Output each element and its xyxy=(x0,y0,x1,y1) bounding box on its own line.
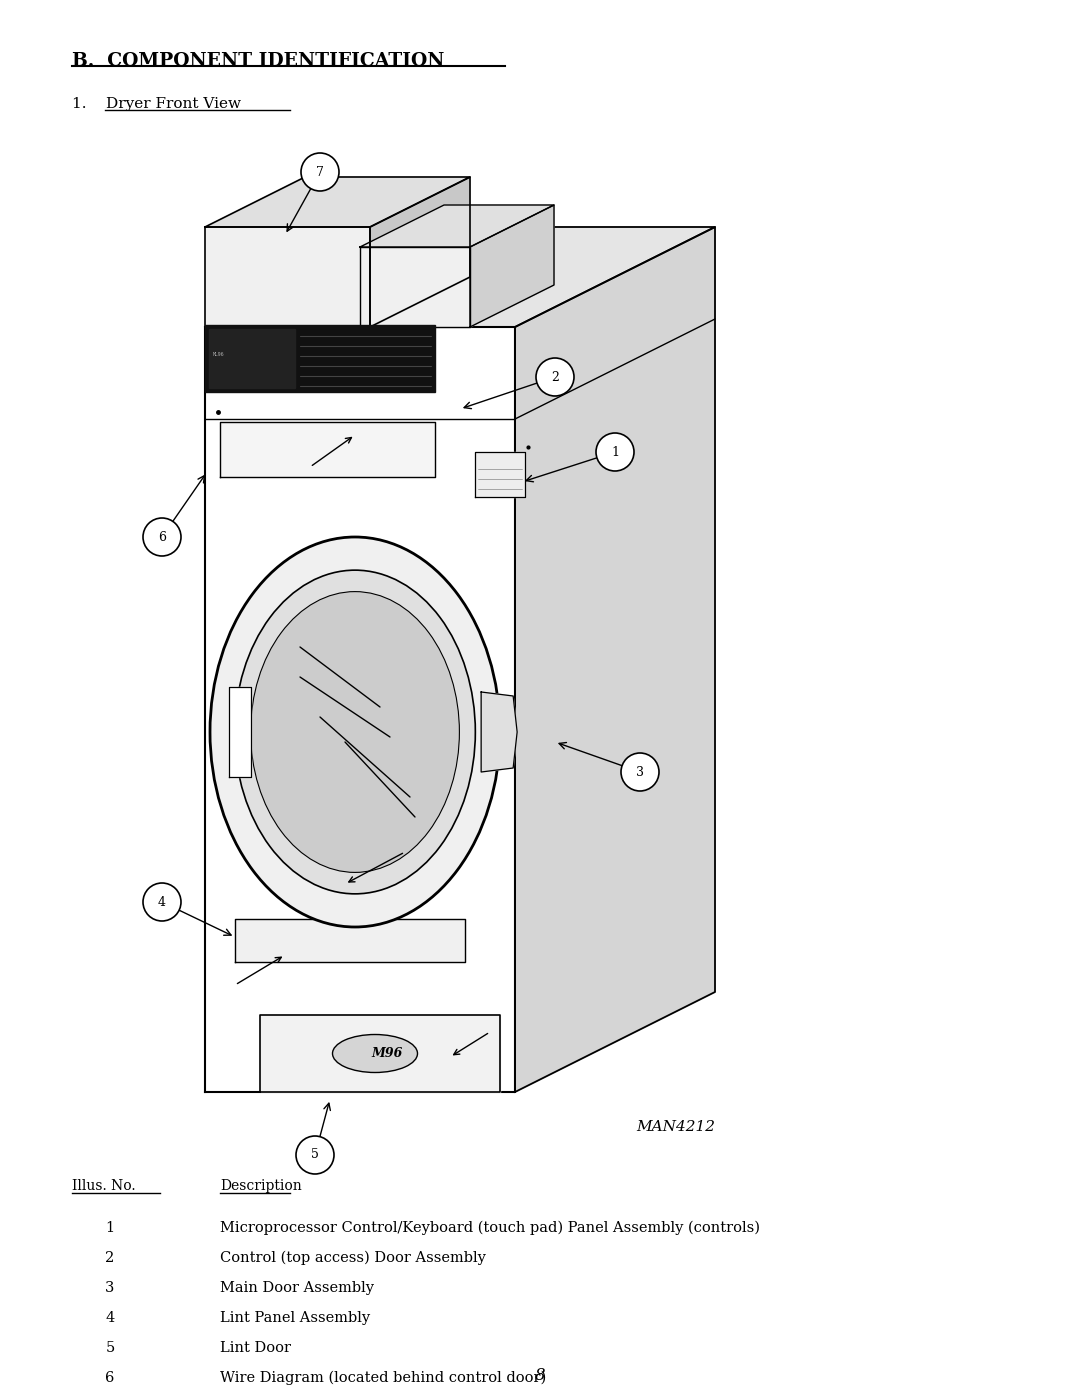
Text: Illus. No.: Illus. No. xyxy=(72,1179,136,1193)
Circle shape xyxy=(296,1136,334,1173)
Ellipse shape xyxy=(210,536,500,928)
Text: 2: 2 xyxy=(551,370,559,384)
Ellipse shape xyxy=(234,570,475,894)
Polygon shape xyxy=(205,226,715,327)
Polygon shape xyxy=(205,326,435,393)
Circle shape xyxy=(143,518,181,556)
Text: Wire Diagram (located behind control door): Wire Diagram (located behind control doo… xyxy=(220,1370,546,1386)
Text: 4: 4 xyxy=(106,1310,114,1324)
Polygon shape xyxy=(515,226,715,1092)
Polygon shape xyxy=(360,205,554,247)
Polygon shape xyxy=(210,330,295,388)
Polygon shape xyxy=(370,177,470,327)
Polygon shape xyxy=(205,226,370,327)
Text: 7: 7 xyxy=(316,165,324,179)
Polygon shape xyxy=(229,687,252,777)
Text: 3: 3 xyxy=(106,1281,114,1295)
Polygon shape xyxy=(475,453,525,497)
Polygon shape xyxy=(205,177,470,226)
Circle shape xyxy=(596,433,634,471)
Text: Microprocessor Control/Keyboard (touch pad) Panel Assembly (controls): Microprocessor Control/Keyboard (touch p… xyxy=(220,1221,760,1235)
Text: Main Door Assembly: Main Door Assembly xyxy=(220,1281,374,1295)
Text: B.  COMPONENT IDENTIFICATION: B. COMPONENT IDENTIFICATION xyxy=(72,52,444,70)
Text: 3: 3 xyxy=(636,766,644,778)
Text: 5: 5 xyxy=(106,1341,114,1355)
Text: Control (top access) Door Assembly: Control (top access) Door Assembly xyxy=(220,1250,486,1266)
Text: 1: 1 xyxy=(106,1221,114,1235)
Circle shape xyxy=(536,358,573,395)
Text: ML96: ML96 xyxy=(213,352,225,358)
Text: 8: 8 xyxy=(535,1366,545,1383)
Text: 4: 4 xyxy=(158,895,166,908)
Text: 1.    Dryer Front View: 1. Dryer Front View xyxy=(72,96,241,110)
Circle shape xyxy=(301,154,339,191)
Polygon shape xyxy=(205,327,515,1092)
Circle shape xyxy=(621,753,659,791)
Polygon shape xyxy=(482,692,517,773)
Text: M96: M96 xyxy=(372,1046,403,1060)
Text: 1: 1 xyxy=(611,446,619,458)
Text: MAN4212: MAN4212 xyxy=(636,1120,715,1134)
Polygon shape xyxy=(220,422,435,476)
Text: Lint Door: Lint Door xyxy=(220,1341,291,1355)
Text: 6: 6 xyxy=(106,1370,114,1384)
Polygon shape xyxy=(235,919,465,963)
Text: 2: 2 xyxy=(106,1250,114,1266)
Ellipse shape xyxy=(333,1035,418,1073)
Text: Lint Panel Assembly: Lint Panel Assembly xyxy=(220,1310,370,1324)
Polygon shape xyxy=(470,205,554,327)
Polygon shape xyxy=(260,1016,500,1092)
Text: Description: Description xyxy=(220,1179,301,1193)
Text: 5: 5 xyxy=(311,1148,319,1161)
Circle shape xyxy=(143,883,181,921)
Text: 6: 6 xyxy=(158,531,166,543)
Polygon shape xyxy=(360,247,470,327)
Ellipse shape xyxy=(251,591,459,872)
